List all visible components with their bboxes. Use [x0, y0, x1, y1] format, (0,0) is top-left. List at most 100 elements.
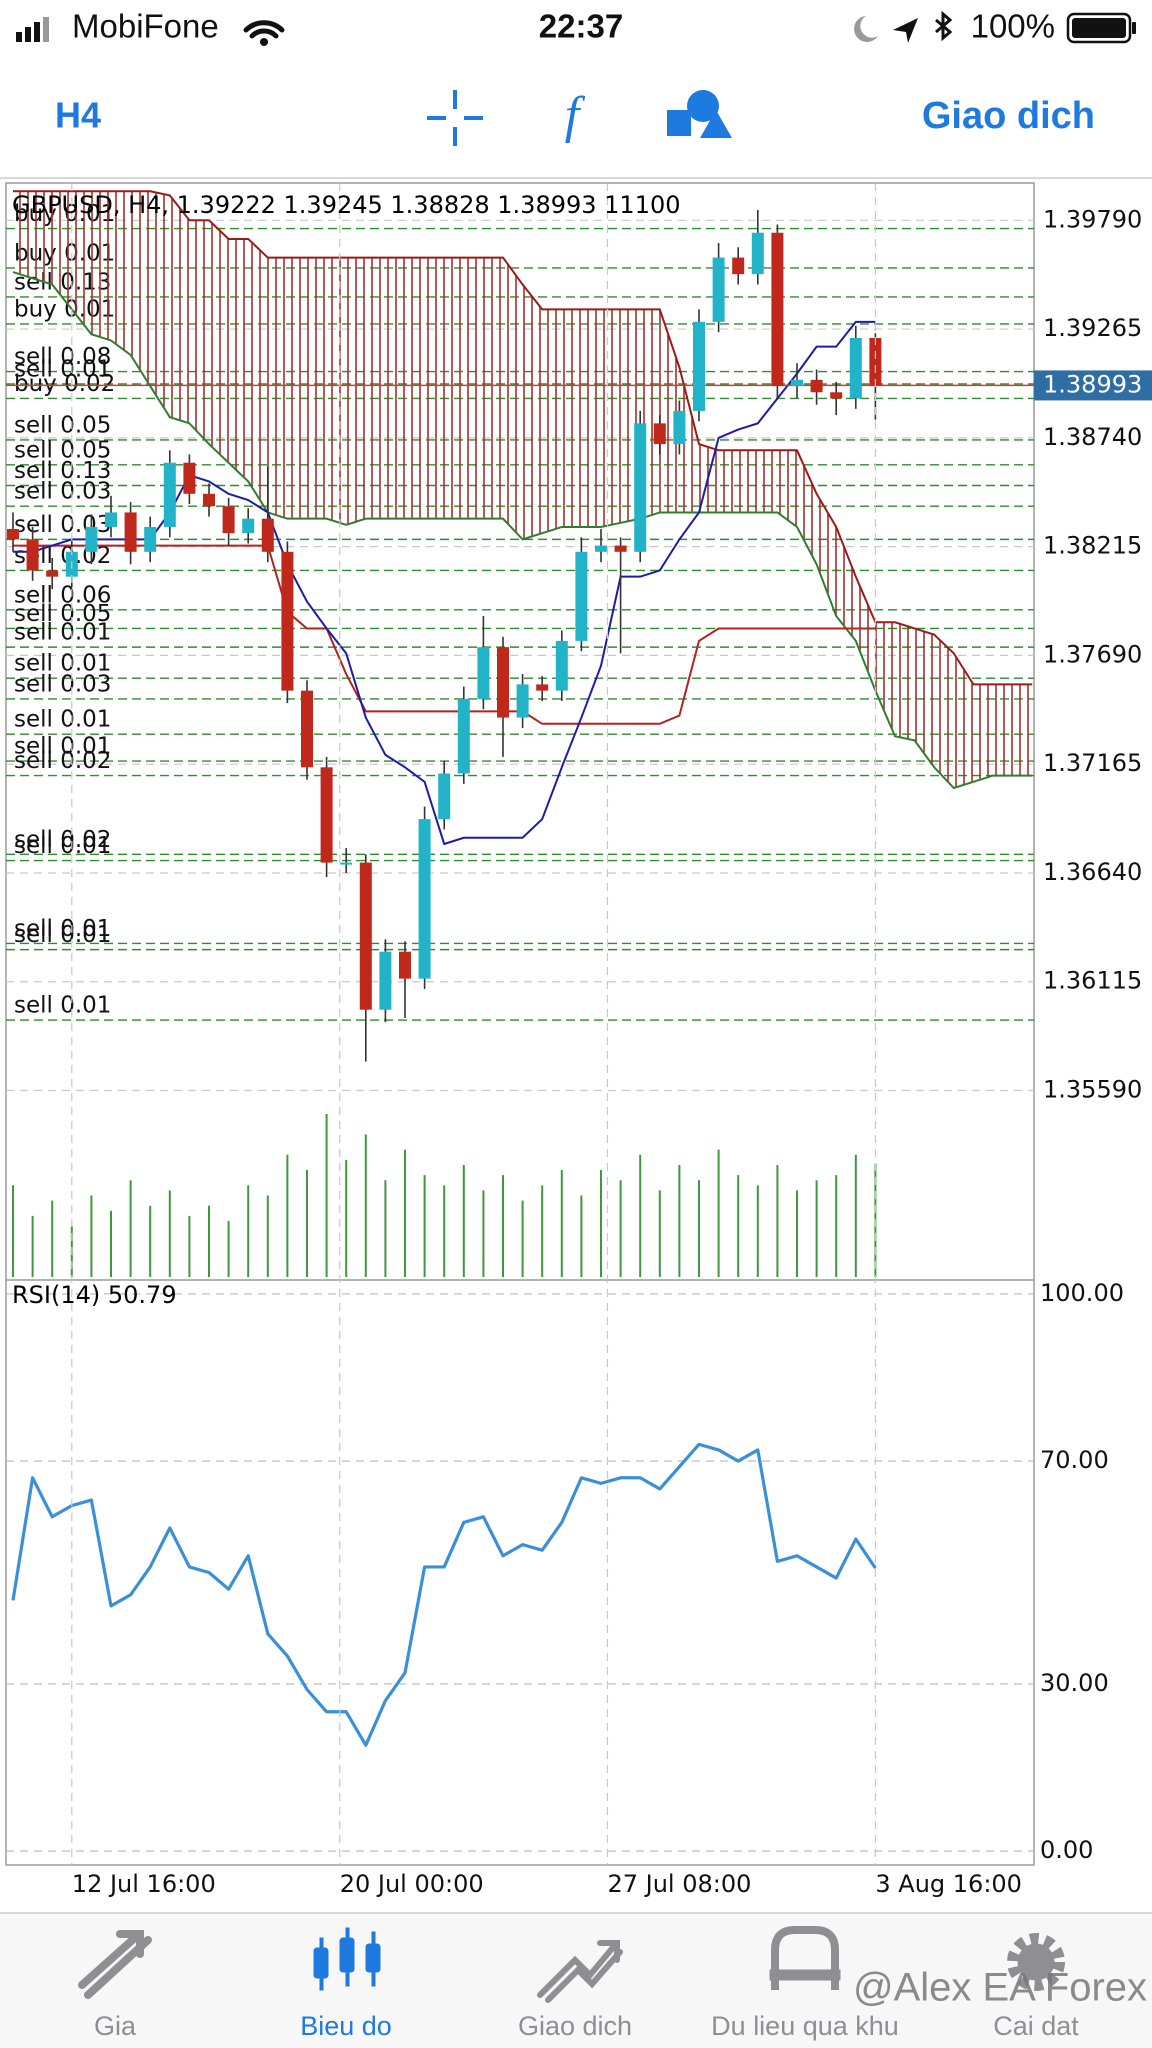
order-label: sell 0.01	[14, 707, 111, 733]
candle-body	[301, 690, 313, 768]
watermark: @Alex EA Forex	[853, 1966, 1147, 2010]
span-b-line	[13, 190, 1033, 686]
y-tick-label: 1.36115	[1043, 967, 1142, 995]
candle-body	[771, 232, 784, 387]
tab-label[interactable]: Gia	[94, 2011, 137, 2041]
candle-body	[457, 698, 470, 774]
timeframe-button[interactable]: H4	[55, 95, 101, 136]
tab-label[interactable]: Cai dat	[993, 2011, 1079, 2041]
candle-body	[144, 526, 157, 552]
span-a-line	[12, 271, 1033, 790]
y-tick-label: 1.35590	[1043, 1076, 1142, 1104]
rsi-plot	[6, 1293, 1034, 1852]
candle-body	[693, 321, 705, 411]
y-tick-label: 1.37165	[1043, 749, 1142, 777]
ichimoku-cloud	[13, 191, 1033, 789]
candle-body	[830, 392, 843, 399]
tab-icon[interactable]	[1007, 1933, 1065, 1991]
order-label: sell 0.01	[14, 833, 111, 859]
candle-body	[575, 551, 588, 641]
tab-icon[interactable]	[78, 1930, 152, 1999]
chart-header: GBPUSD, H4, 1.39222 1.39245 1.38828 1.38…	[12, 191, 681, 219]
battery-level: 100%	[971, 8, 1055, 45]
candle-body	[673, 410, 686, 445]
candle-body	[477, 647, 490, 699]
y-tick-label: 1.36640	[1043, 858, 1142, 886]
rsi-label: RSI(14) 50.79	[12, 1281, 177, 1309]
current-price-label: 1.38993	[1043, 370, 1142, 398]
x-tick-label: 12 Jul 16:00	[72, 1870, 216, 1898]
candle-body	[7, 529, 19, 540]
candle-body	[536, 684, 549, 691]
candle-body	[183, 462, 196, 494]
rsi-tick-label: 100.00	[1040, 1279, 1124, 1307]
y-tick-label: 1.39790	[1043, 205, 1142, 233]
rsi-line	[11, 1442, 877, 1747]
candle-body	[26, 539, 39, 571]
order-label: sell 0.08	[14, 344, 111, 370]
candle-body	[791, 379, 803, 387]
candle-body	[320, 767, 333, 863]
candle-body	[614, 545, 627, 552]
rsi-tick-label: 0.00	[1040, 1836, 1093, 1864]
tab-label[interactable]: Giao dich	[518, 2011, 632, 2041]
order-label: sell 0.01	[14, 916, 111, 942]
tab-bar: Gia Bieu do Giao dich Du lieu qua khu Cai da…	[0, 1912, 1152, 2048]
order-label: sell 0.01	[14, 734, 111, 760]
candle-body	[497, 647, 509, 718]
clock: 22:37	[539, 8, 623, 45]
x-tick-label: 3 Aug 16:00	[875, 1870, 1022, 1898]
candle-body	[849, 337, 862, 399]
order-label: sell 0.01	[14, 922, 111, 948]
candle-body	[105, 512, 117, 527]
current-price-box	[1034, 370, 1152, 401]
order-label: sell 0.06	[14, 582, 111, 608]
chart-frame	[5, 182, 1035, 1866]
crosshair-button[interactable]	[427, 90, 483, 146]
candle-body	[595, 545, 607, 552]
candle-body	[399, 951, 411, 979]
order-label: sell 0.05	[14, 601, 111, 627]
axes: 12 Jul 16:00 20 Jul 00:00 27 Jul 08:00 3 Au…	[71, 183, 1152, 1898]
candle-body	[261, 518, 274, 552]
status-bar: MobiFone 22:37 100%	[16, 8, 1136, 46]
candle-body	[124, 512, 137, 552]
x-tick-label: 20 Jul 00:00	[340, 1870, 484, 1898]
rsi-tick-label: 70.00	[1040, 1446, 1109, 1474]
y-tick-label: 1.37690	[1043, 640, 1142, 668]
trade-button[interactable]: Giao dich	[922, 95, 1095, 137]
tab-icon[interactable]	[769, 1926, 841, 1990]
order-label: sell 0.01	[14, 651, 111, 677]
candle-body	[516, 684, 529, 718]
candle-body	[340, 862, 353, 865]
candle-body	[555, 640, 568, 691]
tab-icon[interactable]	[537, 1940, 623, 2003]
rsi-tick-label: 30.00	[1040, 1669, 1109, 1697]
candle-body	[163, 462, 176, 527]
candle-body	[359, 862, 372, 1010]
order-label: sell 0.13	[14, 458, 111, 484]
y-tick-label: 1.38740	[1043, 423, 1142, 451]
candle-body	[810, 379, 823, 393]
candle-body	[281, 551, 294, 691]
tenkan-line	[13, 320, 876, 846]
order-label: sell 0.03	[14, 671, 111, 697]
candle-body	[634, 423, 647, 552]
order-label: sell 0.05	[14, 437, 111, 463]
candle-body	[751, 232, 764, 275]
candle-body	[203, 493, 215, 507]
candle-body	[379, 951, 392, 1010]
order-label: sell 0.03	[14, 479, 111, 505]
order-label: sell 0.05	[14, 412, 111, 438]
tab-label[interactable]: Du lieu qua khu	[711, 2011, 899, 2041]
x-tick-label: 27 Jul 08:00	[607, 1870, 751, 1898]
carrier: MobiFone	[72, 8, 219, 45]
toolbar: H4 f Giao dich	[0, 87, 1152, 179]
candle-body	[46, 570, 59, 577]
tab-icon[interactable]	[313, 1927, 381, 1991]
candle-body	[242, 518, 255, 534]
order-label: sell 0.01	[14, 620, 111, 646]
objects-button[interactable]	[667, 90, 732, 138]
tab-label[interactable]: Bieu do	[300, 2011, 392, 2041]
